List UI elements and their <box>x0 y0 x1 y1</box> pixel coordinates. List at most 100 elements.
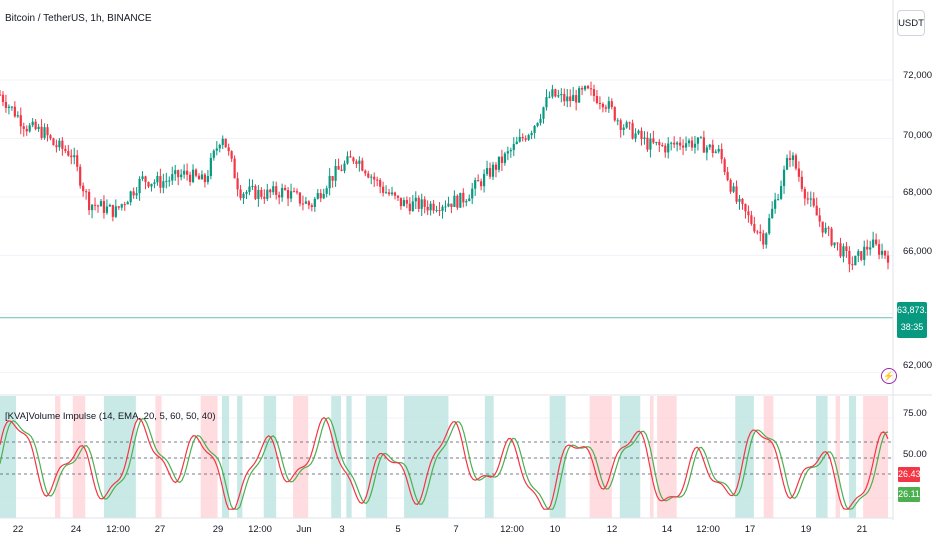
candle-body <box>833 242 836 246</box>
candle-body <box>117 206 120 208</box>
impulse-zone <box>263 396 277 518</box>
candle-body <box>269 189 272 193</box>
candle-body <box>292 191 296 193</box>
symbol-title[interactable]: Bitcoin / TetherUS, 1h, BINANCE <box>5 13 152 24</box>
candle-body <box>414 197 417 202</box>
candle-body <box>869 247 872 250</box>
candle-body <box>488 168 492 177</box>
candle-body <box>877 244 881 255</box>
candle-body <box>215 148 218 151</box>
candle-body <box>248 186 251 193</box>
candle-body <box>750 215 753 224</box>
candle-body <box>578 88 581 103</box>
time-axis-label: 22 <box>12 524 24 535</box>
time-axis-label: 29 <box>212 524 224 535</box>
impulse-zone <box>331 396 341 518</box>
candle-body <box>435 210 438 212</box>
candle-body <box>485 168 489 175</box>
lightning-alert-icon[interactable]: ⚡ <box>881 368 897 384</box>
candle-body <box>589 88 593 90</box>
candle-body <box>465 201 468 203</box>
candle-body <box>563 93 566 102</box>
time-axis-label: 14 <box>661 524 673 535</box>
candle-body <box>456 195 459 208</box>
candle-body <box>883 250 887 256</box>
candle-body <box>732 186 735 192</box>
candle-body <box>147 182 150 187</box>
candle-body <box>242 193 245 199</box>
candle-body <box>598 102 602 104</box>
candle-body <box>90 204 94 211</box>
candle-body <box>827 227 830 229</box>
candle-body <box>477 180 480 182</box>
indicator-title[interactable]: [KVA]Volume Impulse (14, EMA, 20, 5, 60,… <box>5 411 216 422</box>
time-axis-label: 3 <box>339 524 345 535</box>
candle-body <box>851 264 854 266</box>
candle-body <box>1 94 5 102</box>
candle-body <box>46 127 49 136</box>
candle-body <box>322 193 325 199</box>
candle-body <box>471 188 474 199</box>
currency-unit-button[interactable]: USDT <box>897 10 925 36</box>
candle-body <box>0 94 2 96</box>
candle-body <box>123 204 126 206</box>
candle-body <box>803 188 806 199</box>
candle-body <box>43 127 46 138</box>
candle-body <box>177 170 180 178</box>
candle-body <box>260 189 263 197</box>
candle-body <box>295 191 299 193</box>
candle-body <box>429 203 432 211</box>
impulse-zone <box>657 396 677 518</box>
candle-body <box>788 158 792 160</box>
candle-body <box>747 211 750 216</box>
candle-body <box>307 201 310 206</box>
candle-body <box>194 169 198 176</box>
impulse-zone <box>404 396 449 518</box>
candle-body <box>714 151 717 153</box>
candle-body <box>857 251 860 256</box>
candle-body <box>82 185 85 192</box>
candle-body <box>785 158 789 170</box>
candle-body <box>744 203 747 212</box>
candle-body <box>779 186 783 199</box>
candle-body <box>263 196 266 199</box>
candle-body <box>453 195 456 207</box>
impulse-zone <box>55 396 61 518</box>
candle-body <box>417 197 420 209</box>
candle-body <box>497 156 501 170</box>
candle-body <box>254 186 257 199</box>
candle-body <box>162 181 165 188</box>
candle-body <box>729 180 732 192</box>
candle-body <box>687 140 691 144</box>
candle-body <box>586 86 590 89</box>
candle-body <box>7 106 11 108</box>
time-axis-label: 12:00 <box>106 524 130 535</box>
impulse-zone <box>222 396 230 518</box>
candle-body <box>711 144 714 153</box>
bar-countdown: 38:35 <box>900 322 924 332</box>
candle-body <box>93 204 97 206</box>
candle-body <box>679 142 682 146</box>
candle-body <box>765 233 768 245</box>
candle-body <box>13 106 16 117</box>
candle-body <box>165 180 168 182</box>
candle-body <box>102 201 106 213</box>
candle-body <box>723 159 726 173</box>
candle-body <box>135 193 138 196</box>
candle-body <box>191 169 195 182</box>
candle-body <box>509 150 512 152</box>
candle-body <box>224 138 227 148</box>
candle-body <box>402 200 406 207</box>
candle-body <box>702 137 705 153</box>
candle-body <box>872 239 875 248</box>
candle-body <box>705 147 708 153</box>
impulse-zone <box>0 396 16 518</box>
candle-body <box>459 192 462 208</box>
candle-body <box>848 250 851 265</box>
candle-body <box>575 95 578 103</box>
candle-body <box>52 138 55 146</box>
candle-body <box>491 164 495 177</box>
candle-body <box>120 204 123 208</box>
candle-body <box>58 140 61 148</box>
